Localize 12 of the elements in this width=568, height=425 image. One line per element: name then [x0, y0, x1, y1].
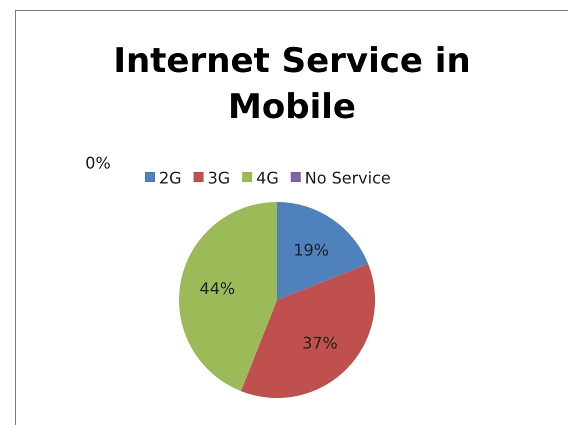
data-label: 44%: [200, 279, 236, 298]
pie-slice: [240, 264, 375, 398]
text: 0%: [85, 154, 111, 173]
pie-slice: [179, 202, 277, 392]
pie-slice: [277, 202, 368, 300]
chart-title: Internet Service in Mobile: [113, 41, 471, 127]
legend-label: 4G: [256, 168, 279, 188]
data-label: 19%: [293, 240, 329, 260]
data-label: 37%: [302, 334, 338, 353]
legend-label: 2G: [159, 168, 182, 188]
legend-label: 3G: [208, 168, 230, 188]
legend-label: No Service: [304, 168, 391, 188]
